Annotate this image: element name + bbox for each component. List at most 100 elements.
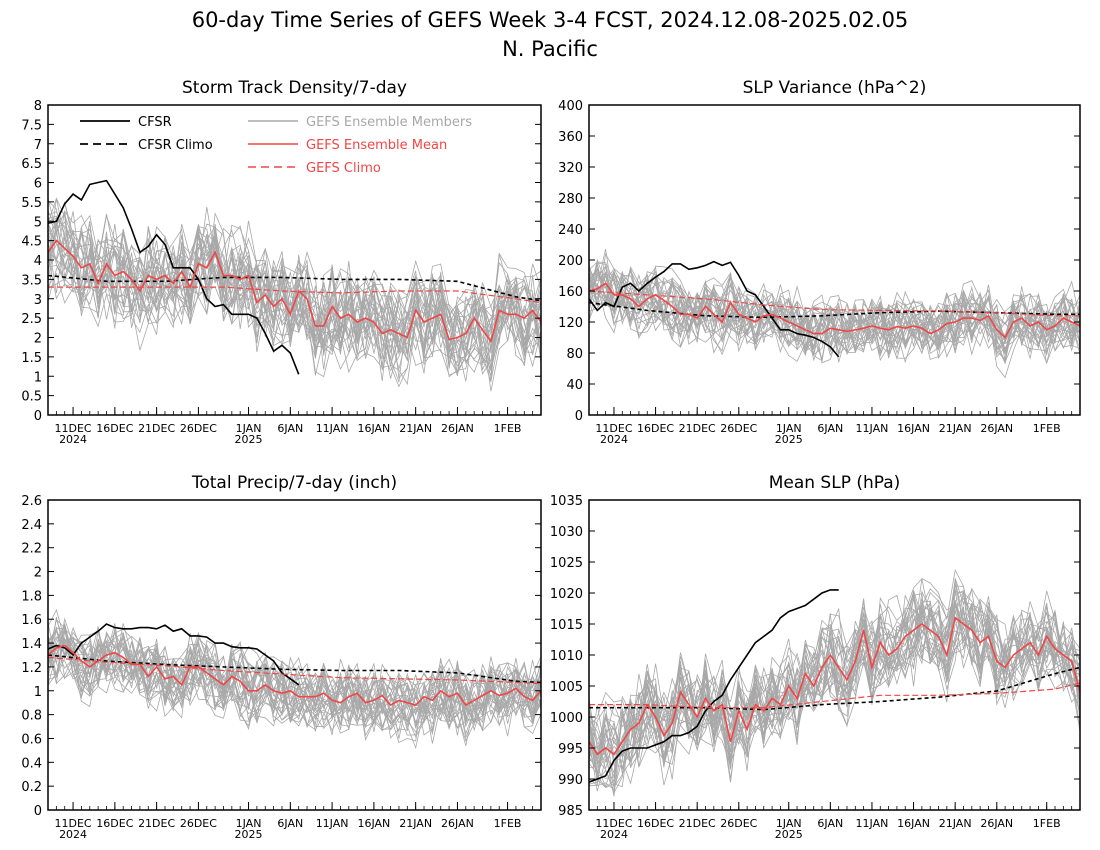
panel-4: Mean SLP (hPa) 985 990 995 1000 1005 1010 1015 1…: [550, 473, 1081, 841]
x-tick-label: 21JAN: [939, 422, 972, 435]
y-tick-label: 200: [558, 254, 583, 269]
x-tick-label: 1JAN: [776, 422, 802, 435]
x-tick-label: 26DEC: [180, 422, 217, 435]
x-tick-label: 26JAN: [980, 817, 1013, 830]
x-tick-label: 1JAN: [236, 817, 262, 830]
ensemble-member-line: [589, 269, 1080, 365]
y-tick-label: 0.6: [21, 732, 42, 747]
x-tick-label: 21DEC: [138, 817, 175, 830]
y-tick-label: 1.6: [21, 613, 42, 628]
y-tick-label: 0.2: [21, 780, 42, 795]
y-tick-label: 1: [34, 685, 42, 700]
ensemble-member-line: [589, 270, 1080, 360]
y-tick-label: 1010: [550, 649, 583, 664]
x-tick-sublabel: 2025: [235, 828, 263, 841]
ensemble-member-line: [589, 264, 1080, 352]
x-tick-sublabel: 2024: [600, 433, 628, 446]
y-tick-label: 1005: [550, 680, 583, 695]
y-tick-label: 0: [34, 409, 42, 424]
x-tick-sublabel: 2024: [59, 433, 87, 446]
y-tick-label: 3.5: [21, 273, 42, 288]
x-tick-label: 26JAN: [441, 817, 474, 830]
x-tick-label: 11DEC: [595, 422, 632, 435]
x-tick-label: 21DEC: [679, 422, 716, 435]
cfsr-line: [589, 589, 839, 783]
y-tick-label: 6.5: [21, 157, 42, 172]
y-tick-label: 1.5: [21, 351, 42, 366]
ensemble-member-line: [48, 623, 541, 744]
y-tick-label: 2.2: [21, 542, 42, 557]
ensemble-member-line: [589, 273, 1080, 364]
y-tick-label: 2.4: [21, 518, 42, 533]
y-tick-label: 1025: [550, 556, 583, 571]
ensemble-member-line: [48, 215, 541, 382]
x-tick-label: 16JAN: [357, 817, 390, 830]
ensemble-member-line: [48, 236, 541, 382]
x-tick-label: 6JAN: [277, 817, 303, 830]
gefs-ensemble-mean-line: [589, 616, 1080, 756]
y-tick-label: 1035: [550, 494, 583, 509]
y-tick-label: 985: [558, 804, 583, 819]
x-tick-label: 21JAN: [399, 817, 432, 830]
legend-label: GEFS Ensemble Mean: [306, 138, 447, 153]
y-tick-label: 1000: [550, 711, 583, 726]
plot-area: [589, 568, 1080, 797]
ensemble-member-line: [48, 231, 541, 372]
x-tick-label: 16DEC: [637, 817, 674, 830]
x-tick-label: 11DEC: [55, 817, 92, 830]
plot-area: [48, 608, 541, 750]
x-tick-label: 6JAN: [817, 817, 843, 830]
x-tick-label: 21JAN: [399, 422, 432, 435]
ensemble-member-line: [589, 613, 1080, 788]
legend-label: GEFS Ensemble Members: [306, 115, 472, 130]
y-tick-label: 995: [558, 742, 583, 757]
y-tick-label: 2: [34, 332, 42, 347]
legend-label: CFSR Climo: [138, 138, 213, 153]
x-tick-label: 1FEB: [1033, 422, 1061, 435]
x-tick-label: 16JAN: [897, 422, 930, 435]
x-tick-label: 6JAN: [277, 422, 303, 435]
ensemble-member-line: [589, 258, 1080, 348]
y-tick-label: 3: [34, 293, 42, 308]
x-tick-sublabel: 2024: [600, 828, 628, 841]
x-tick-label: 26DEC: [180, 817, 217, 830]
panels: Storm Track Density/7-day 0 0.5 1 1.5 2 2.5 3 3.…: [21, 78, 1081, 841]
y-tick-label: 6: [34, 177, 42, 192]
x-tick-label: 21DEC: [679, 817, 716, 830]
x-tick-label: 11JAN: [856, 422, 889, 435]
x-tick-label: 1FEB: [1033, 817, 1061, 830]
x-tick-label: 6JAN: [817, 422, 843, 435]
legend-label: GEFS Climo: [306, 161, 381, 176]
y-tick-label: 0: [34, 804, 42, 819]
y-tick-label: 160: [558, 285, 583, 300]
ensemble-member-line: [589, 578, 1080, 764]
ensemble-member-line: [589, 266, 1080, 363]
x-tick-label: 1FEB: [494, 817, 522, 830]
y-tick-label: 2: [34, 566, 42, 581]
x-tick-sublabel: 2025: [775, 828, 803, 841]
x-tick-label: 21DEC: [138, 422, 175, 435]
y-tick-label: 0: [575, 409, 583, 424]
y-tick-label: 400: [558, 99, 583, 114]
x-tick-label: 16DEC: [637, 422, 674, 435]
y-tick-label: 1015: [550, 618, 583, 633]
gefs-ensemble-mean-line: [48, 239, 541, 344]
ensemble-member-line: [589, 248, 1080, 347]
legend-label: CFSR: [138, 115, 172, 130]
y-tick-label: 120: [558, 316, 583, 331]
x-tick-label: 11JAN: [316, 422, 349, 435]
y-tick-label: 320: [558, 161, 583, 176]
x-tick-label: 16JAN: [897, 817, 930, 830]
figure-title: 60-day Time Series of GEFS Week 3-4 FCST…: [192, 8, 909, 32]
y-tick-label: 2.5: [21, 312, 42, 327]
ensemble-member-line: [589, 606, 1080, 791]
ensemble-member-line: [48, 640, 541, 743]
ensemble-member-line: [48, 640, 541, 744]
x-tick-label: 26DEC: [720, 422, 757, 435]
ensemble-member-line: [589, 597, 1080, 792]
panel-1: Storm Track Density/7-day 0 0.5 1 1.5 2 2.5 3 3.…: [21, 78, 542, 446]
gefs-ensemble-mean-line: [48, 644, 541, 707]
y-tick-label: 8: [34, 99, 42, 114]
x-tick-sublabel: 2025: [775, 433, 803, 446]
